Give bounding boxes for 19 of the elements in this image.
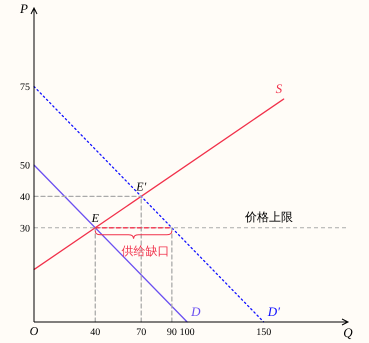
x-tick-label: 100 (180, 327, 195, 338)
y-tick-label: 30 (20, 223, 30, 234)
annotation: E′ (135, 179, 147, 194)
x-tick-label: 150 (256, 327, 272, 338)
y-axis-title: P (19, 1, 28, 16)
y-tick-label: 75 (20, 82, 30, 93)
x-tick-label: O (30, 324, 39, 338)
x-tick-label: 70 (136, 327, 146, 338)
series-label: D′ (266, 304, 280, 319)
series-label: S (276, 81, 283, 96)
annotation: E (90, 210, 100, 225)
x-tick-label: 90 (166, 327, 177, 338)
series-label: D (190, 304, 202, 319)
y-tick-label: 40 (20, 192, 30, 203)
annotation: 供给缺口 (122, 244, 170, 258)
y-tick-label: 50 (20, 160, 30, 172)
x-tick-label: 40 (90, 327, 100, 338)
ref-line-label: 价格上限 (244, 210, 293, 224)
x-axis-title: Q (343, 325, 354, 340)
